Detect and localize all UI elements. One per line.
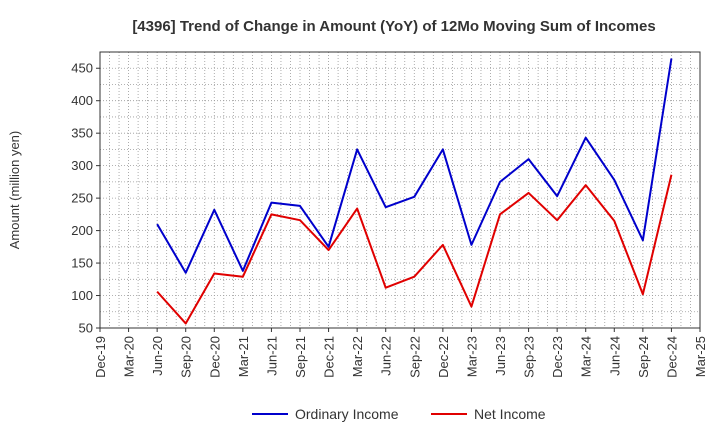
- y-tick-label: 100: [71, 288, 93, 303]
- legend-label: Ordinary Income: [295, 406, 399, 422]
- x-tick-label: Mar-24: [579, 336, 594, 377]
- legend: Ordinary Income Net Income: [252, 406, 546, 422]
- y-tick-label: 350: [71, 126, 93, 141]
- x-tick-label: Mar-21: [236, 336, 251, 377]
- plot-frame: [99, 51, 701, 329]
- x-tick-label: Sep-24: [636, 336, 651, 378]
- chart-title: [4396] Trend of Change in Amount (YoY) o…: [132, 18, 655, 35]
- x-tick-label: Dec-20: [207, 336, 222, 378]
- x-tick-label: Jun-21: [264, 336, 279, 376]
- y-tick-label: 250: [71, 191, 93, 206]
- x-tick-label: Jun-23: [493, 336, 508, 376]
- x-tick-label: Jun-22: [379, 336, 394, 376]
- x-axis: Dec-19 Mar-20 Jun-20 Sep-20 Dec-20 Mar-21 Jun-…: [93, 328, 708, 378]
- x-tick-label: Dec-24: [664, 336, 679, 378]
- x-tick-label: Dec-22: [436, 336, 451, 378]
- x-tick-label: Sep-22: [407, 336, 422, 378]
- y-tick-label: 450: [71, 61, 93, 76]
- x-tick-label: Mar-23: [464, 336, 479, 377]
- series-group: [156, 58, 673, 325]
- y-tick-label: 300: [71, 158, 93, 173]
- legend-label: Net Income: [474, 406, 546, 422]
- x-tick-label: Dec-23: [550, 336, 565, 378]
- series-line-ordinary-income: [156, 58, 673, 274]
- x-tick-label: Dec-19: [93, 336, 108, 378]
- x-tick-label: Mar-25: [693, 336, 708, 377]
- y-tick-label: 50: [79, 321, 93, 336]
- y-axis-label: Amount (million yen): [7, 131, 22, 250]
- x-tick-label: Sep-23: [522, 336, 537, 378]
- y-tick-label: 200: [71, 223, 93, 238]
- y-axis: 50 100 150 200 250 300 350 400 450: [71, 61, 100, 336]
- grid: [100, 51, 700, 329]
- x-tick-label: Dec-21: [322, 336, 337, 378]
- x-tick-label: Jun-20: [150, 336, 165, 376]
- x-tick-label: Sep-21: [293, 336, 308, 378]
- y-tick-label: 400: [71, 93, 93, 108]
- x-tick-label: Mar-20: [122, 336, 137, 377]
- x-tick-label: Mar-22: [350, 336, 365, 377]
- x-tick-label: Sep-20: [179, 336, 194, 378]
- x-tick-label: Jun-24: [607, 336, 622, 376]
- y-tick-label: 150: [71, 256, 93, 271]
